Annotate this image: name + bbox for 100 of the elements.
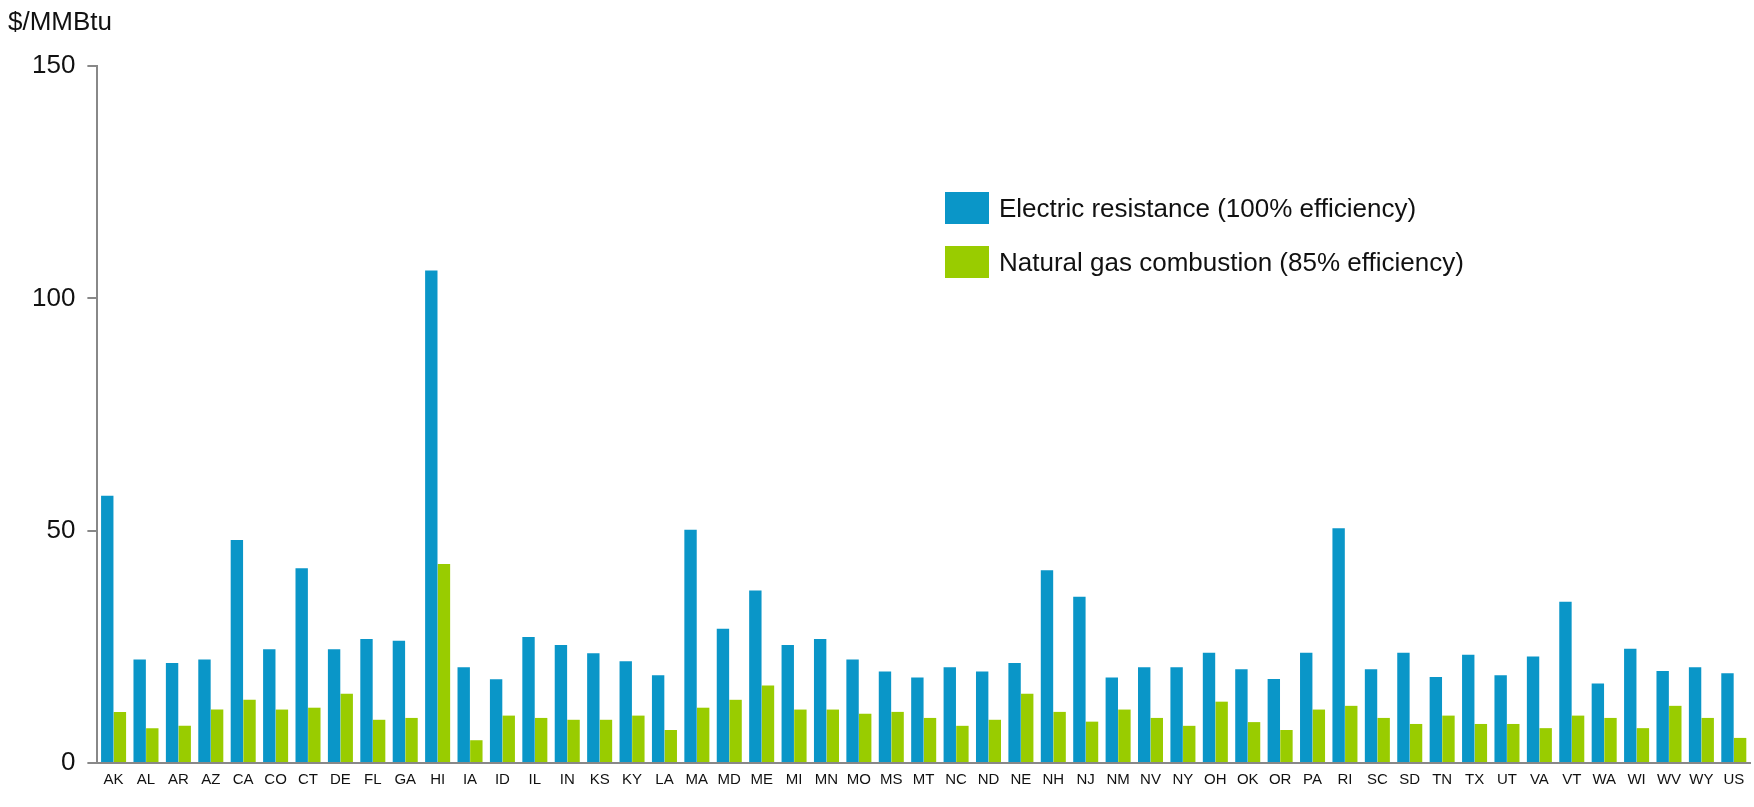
bar — [826, 709, 839, 762]
bar — [1571, 715, 1585, 762]
bar — [437, 564, 451, 762]
bar — [198, 659, 211, 762]
bar — [1150, 717, 1164, 762]
bar — [1377, 717, 1390, 762]
bar — [943, 667, 956, 762]
bar — [587, 653, 600, 762]
bar — [146, 728, 159, 762]
x-tick-label: MT — [912, 770, 935, 788]
bar — [372, 719, 386, 762]
x-tick-label: AL — [136, 770, 156, 788]
x-tick-label: US — [1723, 770, 1745, 788]
x-tick-label: IA — [462, 770, 478, 788]
bar — [1170, 667, 1183, 762]
x-tick-label: OR — [1268, 770, 1292, 788]
bar — [133, 659, 146, 762]
bar — [295, 568, 308, 762]
x-tick-label: AK — [103, 770, 124, 788]
bar — [1624, 648, 1637, 762]
bar — [1021, 693, 1034, 762]
bar — [502, 715, 515, 762]
x-tick-label: AZ — [201, 770, 221, 788]
bar — [1040, 570, 1054, 762]
x-tick-label: MA — [685, 770, 709, 788]
bar — [1345, 705, 1358, 762]
x-tick-label: RI — [1337, 770, 1353, 788]
bar — [1105, 677, 1118, 762]
x-tick-label: NH — [1042, 770, 1065, 788]
x-tick-label: NY — [1172, 770, 1194, 788]
y-tick-label: 150 — [31, 49, 76, 80]
y-tick-label: 100 — [31, 281, 76, 312]
bar — [1636, 728, 1650, 762]
x-tick-label: WY — [1689, 770, 1714, 788]
bar — [794, 709, 807, 762]
bar — [729, 699, 742, 762]
bar — [1721, 673, 1734, 762]
bar — [1442, 715, 1455, 762]
bar — [1267, 678, 1281, 762]
bar — [1138, 667, 1151, 762]
x-tick-label: TN — [1432, 770, 1453, 788]
bar — [1507, 723, 1520, 762]
x-tick-label: ND — [977, 770, 1000, 788]
bar — [1280, 730, 1293, 762]
x-tick-label: CA — [232, 770, 254, 788]
y-axis-title: $/MMBtu — [8, 6, 113, 37]
x-tick-label: MO — [846, 770, 871, 788]
bar — [1539, 728, 1552, 762]
x-tick-label: PA — [1303, 770, 1322, 788]
x-tick-label: NJ — [1076, 770, 1095, 788]
bar — [275, 709, 289, 762]
bar — [360, 638, 373, 762]
bar — [1462, 654, 1475, 762]
x-tick-label: CT — [298, 770, 319, 788]
bar — [1526, 656, 1540, 762]
bar — [534, 717, 548, 762]
x-tick-label: IL — [528, 770, 542, 788]
bar — [210, 709, 224, 762]
bar — [522, 637, 535, 762]
x-tick-label: CO — [264, 770, 287, 788]
bar — [1429, 677, 1443, 762]
bar — [1688, 667, 1702, 762]
x-tick-label: KS — [589, 770, 610, 788]
x-tick-label: OK — [1236, 770, 1259, 788]
bar — [1591, 683, 1605, 762]
bar — [1332, 528, 1345, 762]
x-tick-label: SD — [1399, 770, 1421, 788]
bar — [1118, 709, 1131, 762]
x-tick-label: WI — [1627, 770, 1646, 788]
bar — [405, 717, 418, 762]
bar — [846, 659, 859, 762]
bar — [1656, 671, 1669, 762]
x-tick-label: WV — [1656, 770, 1682, 788]
x-tick-label: VT — [1562, 770, 1582, 788]
x-tick-label: SC — [1366, 770, 1388, 788]
x-tick-label: LA — [655, 770, 674, 788]
x-tick-label: OH — [1204, 770, 1227, 788]
bar — [327, 649, 341, 762]
bar — [1085, 721, 1099, 762]
bar — [1235, 669, 1248, 762]
bar — [651, 675, 665, 762]
bar — [632, 715, 645, 762]
bar — [554, 644, 568, 762]
bar — [1008, 663, 1021, 762]
bar — [1312, 709, 1326, 762]
bar — [230, 539, 244, 762]
y-tick-label: 0 — [60, 746, 76, 777]
bar — [470, 740, 483, 762]
bar — [619, 661, 632, 762]
bar — [911, 677, 924, 762]
x-tick-label: TX — [1464, 770, 1485, 788]
bar — [1701, 717, 1714, 762]
bar — [243, 699, 256, 762]
bar — [684, 529, 697, 762]
bar — [1474, 723, 1488, 762]
bar — [749, 590, 762, 762]
bar — [975, 671, 989, 762]
x-tick-label: MI — [785, 770, 803, 788]
x-tick-label: MS — [880, 770, 903, 788]
bar — [1494, 675, 1507, 762]
